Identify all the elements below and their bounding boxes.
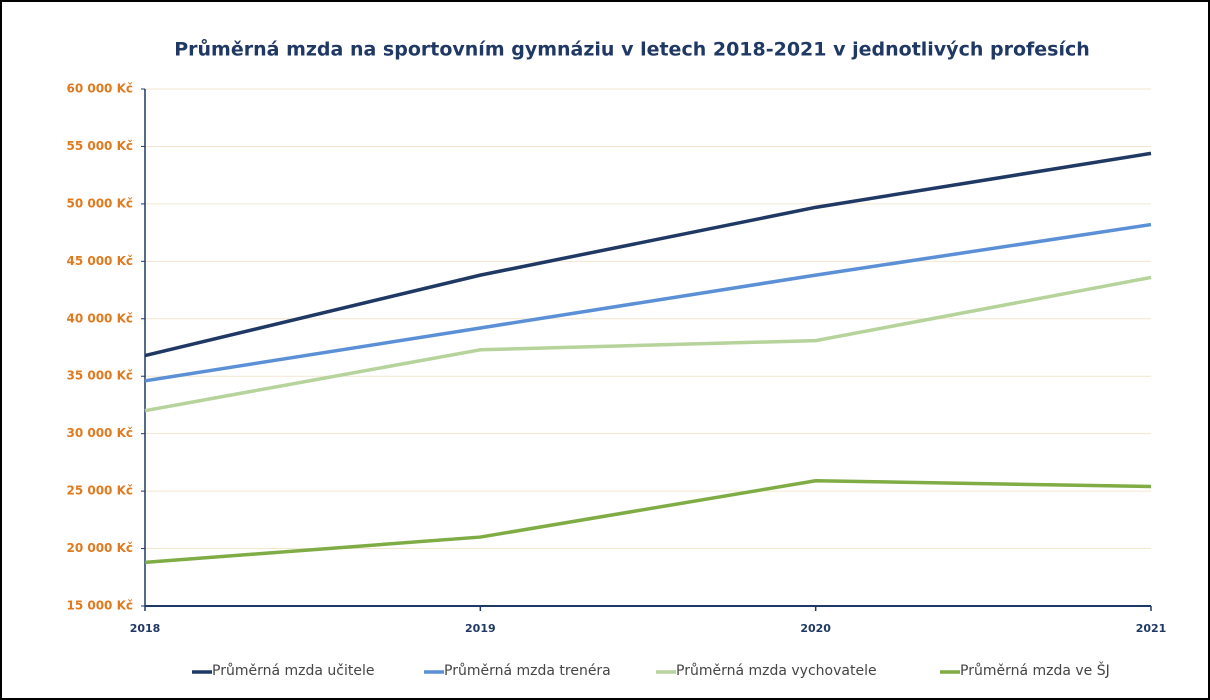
- x-tick-label: 2018: [130, 622, 161, 635]
- series-line: [144, 151, 1152, 358]
- series-line: [144, 479, 1152, 565]
- y-tick-label: 40 000 Kč: [66, 311, 133, 325]
- y-tick-label: 15 000 Kč: [66, 599, 133, 613]
- y-tick-label: 35 000 Kč: [66, 369, 133, 383]
- y-tick-label: 30 000 Kč: [66, 426, 133, 440]
- y-tick-label: 50 000 Kč: [66, 196, 133, 210]
- legend-label: Průměrná mzda ve ŠJ: [960, 661, 1110, 679]
- legend-label: Průměrná mzda učitele: [212, 663, 374, 679]
- y-tick-label: 55 000 Kč: [66, 139, 133, 153]
- series-line: [144, 275, 1152, 413]
- chart-title: Průměrná mzda na sportovním gymnáziu v l…: [174, 38, 1090, 61]
- x-tick-label: 2021: [1136, 622, 1167, 635]
- legend-label: Průměrná mzda trenéra: [444, 663, 611, 679]
- x-tick-label: 2020: [800, 622, 831, 635]
- y-tick-label: 45 000 Kč: [66, 254, 133, 268]
- x-tick-label: 2019: [465, 622, 496, 635]
- y-tick-label: 25 000 Kč: [66, 484, 133, 498]
- series-line: [144, 222, 1152, 383]
- y-tick-label: 20 000 Kč: [66, 541, 133, 555]
- legend-label: Průměrná mzda vychovatele: [676, 663, 877, 679]
- y-tick-label: 60 000 Kč: [66, 82, 133, 96]
